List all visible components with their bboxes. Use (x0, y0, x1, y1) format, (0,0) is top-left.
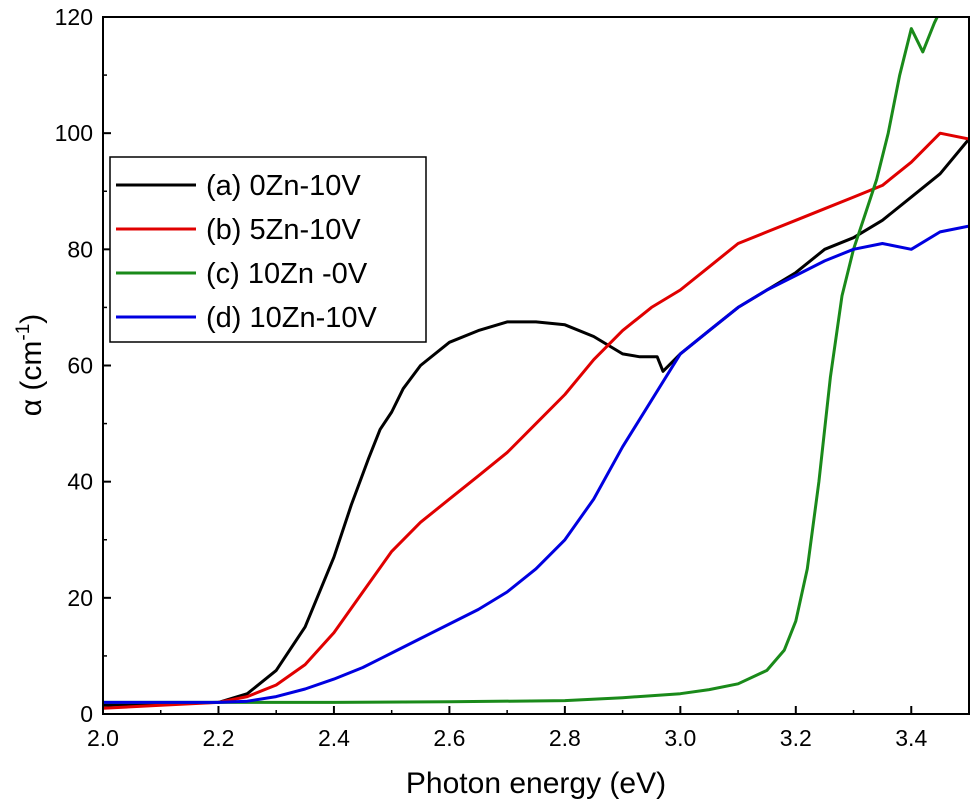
x-tick-label: 3.0 (664, 725, 696, 751)
series-line-0 (103, 138, 969, 707)
legend: (a) 0Zn-10V (b) 5Zn-10V (c) 10Zn -0V (d) 10… (109, 156, 427, 343)
x-axis: 2.0 2.2 2.4 2.6 2.8 3.0 3.2 3.4 (87, 706, 927, 751)
y-axis-title-base: α (cm (15, 341, 48, 417)
legend-label-1: (b) 5Zn-10V (206, 214, 361, 246)
y-axis-title-close: ) (15, 314, 48, 324)
y-tick-label: 80 (67, 236, 93, 262)
legend-label-2: (c) 10Zn -0V (206, 258, 368, 290)
x-tick-label: 3.2 (780, 725, 812, 751)
series-line-3 (103, 224, 969, 704)
x-tick-label: 2.4 (318, 725, 350, 751)
y-tick-label: 0 (80, 701, 93, 727)
x-tick-label: 2.0 (87, 725, 119, 751)
y-tick-label: 20 (67, 585, 93, 611)
x-tick-label: 2.8 (549, 725, 581, 751)
y-tick-label: 120 (55, 4, 93, 30)
series-line-1 (103, 131, 969, 710)
legend-box (109, 156, 427, 343)
x-tick-label: 2.2 (202, 725, 234, 751)
legend-label-3: (d) 10Zn-10V (206, 302, 378, 334)
y-axis-title-superscript: -1 (13, 324, 34, 341)
y-tick-label: 40 (67, 469, 93, 495)
x-tick-label: 3.4 (895, 725, 927, 751)
y-tick-label: 60 (67, 353, 93, 379)
x-axis-title: Photon energy (eV) (406, 767, 666, 800)
x-tick-label: 2.6 (433, 725, 465, 751)
plot-series-group (103, 17, 969, 710)
y-tick-label: 100 (55, 120, 93, 146)
y-axis-title: α (cm-1) (13, 314, 48, 417)
series-line-2 (103, 17, 939, 704)
y-axis: 0 20 40 60 80 100 120 (55, 4, 111, 727)
legend-label-0: (a) 0Zn-10V (206, 170, 361, 202)
